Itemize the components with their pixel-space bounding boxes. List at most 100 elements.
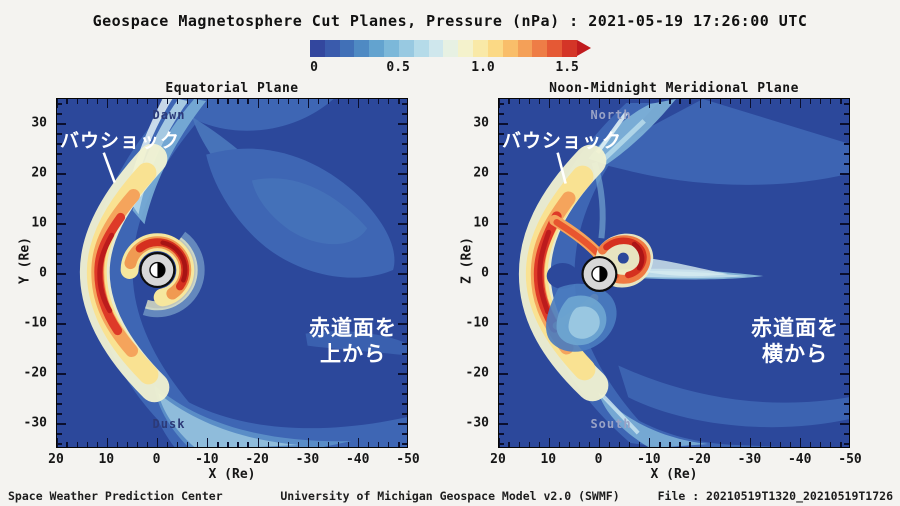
axis-tick xyxy=(844,213,849,215)
axis-tick xyxy=(499,373,508,375)
bow-shock-annotation: バウショック xyxy=(60,130,181,152)
axis-tick xyxy=(499,123,508,125)
y-tick-labels: -30 -20 -10 0 10 20 30 xyxy=(458,98,494,448)
axis-tick xyxy=(146,442,149,447)
axis-tick xyxy=(187,442,189,447)
axis-tick xyxy=(237,442,239,447)
axis-tick xyxy=(729,442,731,447)
axis-tick xyxy=(800,438,802,447)
axis-tick xyxy=(499,333,504,335)
axis-tick xyxy=(398,223,407,225)
axis-tick xyxy=(398,173,407,175)
axis-tick xyxy=(669,442,671,447)
x-tick-label: 10 xyxy=(540,452,557,467)
axis-tick xyxy=(402,193,407,195)
colorbar-tick-label: 1.5 xyxy=(555,60,579,75)
axis-tick xyxy=(844,283,849,285)
y-tick-label: 30 xyxy=(473,115,489,131)
axis-tick xyxy=(844,343,849,345)
axis-tick xyxy=(499,263,504,265)
axis-tick xyxy=(629,442,631,447)
axis-tick xyxy=(679,442,681,447)
axis-tick xyxy=(398,373,407,375)
axis-tick xyxy=(358,438,360,447)
axis-tick xyxy=(844,243,849,245)
axis-tick xyxy=(508,442,510,447)
axis-tick xyxy=(518,99,520,104)
axis-tick xyxy=(499,443,504,445)
axis-tick xyxy=(227,99,229,104)
axis-tick xyxy=(327,442,330,447)
axis-tick xyxy=(136,442,139,447)
axis-tick xyxy=(499,153,504,155)
axis-tick xyxy=(57,313,62,315)
axis-tick xyxy=(402,403,407,405)
axis-tick xyxy=(398,442,400,447)
axis-tick xyxy=(499,438,500,447)
earth-icon xyxy=(139,252,176,289)
axis-tick xyxy=(57,133,62,135)
axis-tick xyxy=(499,313,504,315)
x-tick-label: 0 xyxy=(152,452,161,467)
axis-tick xyxy=(76,99,78,104)
axis-tick xyxy=(780,99,782,104)
axis-tick xyxy=(402,353,407,355)
axis-tick xyxy=(844,133,849,135)
axis-tick xyxy=(499,183,504,185)
axis-tick xyxy=(207,99,209,108)
bow-shock-annotation: バウショック xyxy=(502,130,623,152)
axis-tick xyxy=(57,373,66,375)
axis-tick xyxy=(368,442,370,447)
x-tick-label: -30 xyxy=(295,452,320,467)
axis-tick xyxy=(402,143,407,145)
colorbar-segment xyxy=(428,40,444,57)
axis-tick xyxy=(402,183,407,185)
y-tick-label: -30 xyxy=(465,415,489,431)
colorbar-arrow-icon xyxy=(577,40,591,56)
axis-tick xyxy=(709,442,711,447)
axis-tick xyxy=(619,99,621,104)
axis-tick xyxy=(844,203,849,205)
axis-tick xyxy=(57,333,62,335)
y-tick-label: -20 xyxy=(23,365,47,381)
axis-tick xyxy=(699,438,701,447)
axis-tick xyxy=(66,442,68,447)
x-axis-title: X (Re) xyxy=(208,467,256,482)
axis-tick xyxy=(368,99,370,104)
axis-tick xyxy=(402,103,407,105)
colorbar-segment xyxy=(473,40,488,57)
axis-tick xyxy=(96,442,98,447)
footer-file: File : 20210519T1320_20210519T1726 xyxy=(657,489,893,503)
axis-tick xyxy=(844,393,849,395)
axis-tick xyxy=(257,438,259,447)
axis-tick xyxy=(398,273,407,275)
axis-tick xyxy=(538,99,540,104)
axis-tick xyxy=(57,303,62,305)
axis-tick xyxy=(327,99,330,104)
axis-tick xyxy=(57,243,62,245)
axis-tick xyxy=(609,442,611,447)
colorbar-segment xyxy=(339,40,355,57)
axis-tick xyxy=(402,113,407,115)
axis-tick xyxy=(277,99,279,104)
axis-tick xyxy=(57,283,62,285)
x-tick-label: -20 xyxy=(687,452,711,467)
axis-tick xyxy=(609,99,611,104)
axis-tick xyxy=(57,353,62,355)
axis-tick xyxy=(588,99,591,104)
axis-tick xyxy=(759,442,762,447)
plane-label-dusk: Dusk xyxy=(152,417,186,431)
axis-tick xyxy=(378,442,380,447)
axis-tick xyxy=(499,303,504,305)
axis-tick xyxy=(57,343,62,345)
colorbar-segment xyxy=(324,40,340,57)
axis-tick xyxy=(840,123,849,125)
axis-tick xyxy=(96,99,98,104)
axis-tick xyxy=(588,442,591,447)
axis-tick xyxy=(820,99,822,104)
axis-tick xyxy=(499,323,508,325)
axis-tick xyxy=(659,442,661,447)
colorbar-segment xyxy=(562,40,577,57)
view-caption: 赤道面を 上から xyxy=(247,315,407,367)
axis-tick xyxy=(57,123,66,125)
